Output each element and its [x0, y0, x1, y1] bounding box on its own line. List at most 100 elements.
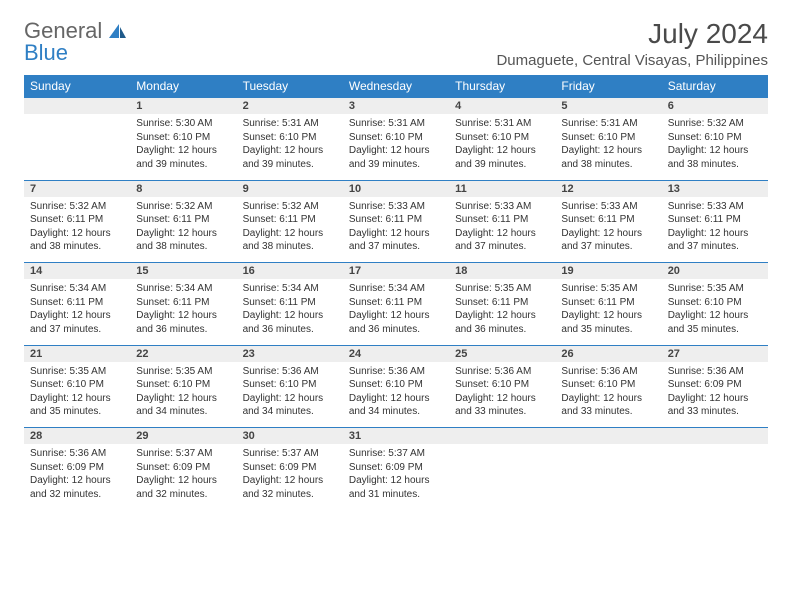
day-number-row: 78910111213 — [24, 180, 768, 197]
day-number-cell: 20 — [662, 263, 768, 280]
day-content-cell: Sunrise: 5:31 AMSunset: 6:10 PMDaylight:… — [343, 114, 449, 180]
daylight-text: Daylight: 12 hours and 36 minutes. — [349, 309, 443, 336]
day-content-cell: Sunrise: 5:36 AMSunset: 6:10 PMDaylight:… — [449, 362, 555, 428]
daylight-text: Daylight: 12 hours and 34 minutes. — [136, 392, 230, 419]
sunset-text: Sunset: 6:10 PM — [136, 378, 230, 392]
sunset-text: Sunset: 6:10 PM — [136, 131, 230, 145]
day-number-row: 14151617181920 — [24, 263, 768, 280]
day-number-cell: 31 — [343, 428, 449, 445]
day-content-cell: Sunrise: 5:30 AMSunset: 6:10 PMDaylight:… — [130, 114, 236, 180]
sunrise-text: Sunrise: 5:32 AM — [668, 117, 762, 131]
day-number-cell — [24, 98, 130, 115]
daylight-text: Daylight: 12 hours and 38 minutes. — [668, 144, 762, 171]
day-number-cell: 7 — [24, 180, 130, 197]
day-content-cell: Sunrise: 5:34 AMSunset: 6:11 PMDaylight:… — [237, 279, 343, 345]
daylight-text: Daylight: 12 hours and 38 minutes. — [30, 227, 124, 254]
day-number-cell: 13 — [662, 180, 768, 197]
day-content-cell: Sunrise: 5:34 AMSunset: 6:11 PMDaylight:… — [130, 279, 236, 345]
day-content-cell: Sunrise: 5:37 AMSunset: 6:09 PMDaylight:… — [130, 444, 236, 510]
day-number-cell: 24 — [343, 345, 449, 362]
sunrise-text: Sunrise: 5:33 AM — [455, 200, 549, 214]
daylight-text: Daylight: 12 hours and 32 minutes. — [136, 474, 230, 501]
sunrise-text: Sunrise: 5:37 AM — [243, 447, 337, 461]
sunrise-text: Sunrise: 5:34 AM — [243, 282, 337, 296]
sunset-text: Sunset: 6:10 PM — [455, 131, 549, 145]
daylight-text: Daylight: 12 hours and 32 minutes. — [243, 474, 337, 501]
day-content-cell: Sunrise: 5:36 AMSunset: 6:09 PMDaylight:… — [24, 444, 130, 510]
sunset-text: Sunset: 6:11 PM — [243, 213, 337, 227]
daylight-text: Daylight: 12 hours and 37 minutes. — [30, 309, 124, 336]
sunrise-text: Sunrise: 5:35 AM — [30, 365, 124, 379]
calendar-body: 123456Sunrise: 5:30 AMSunset: 6:10 PMDay… — [24, 98, 768, 511]
sunset-text: Sunset: 6:10 PM — [561, 131, 655, 145]
sunrise-text: Sunrise: 5:37 AM — [136, 447, 230, 461]
day-number-row: 21222324252627 — [24, 345, 768, 362]
day-number-cell: 5 — [555, 98, 661, 115]
day-content-cell: Sunrise: 5:37 AMSunset: 6:09 PMDaylight:… — [237, 444, 343, 510]
daylight-text: Daylight: 12 hours and 36 minutes. — [243, 309, 337, 336]
day-number-row: 28293031 — [24, 428, 768, 445]
sunrise-text: Sunrise: 5:36 AM — [243, 365, 337, 379]
sunrise-text: Sunrise: 5:34 AM — [136, 282, 230, 296]
day-number-cell: 28 — [24, 428, 130, 445]
sunrise-text: Sunrise: 5:35 AM — [136, 365, 230, 379]
day-header: Monday — [130, 75, 236, 98]
sunset-text: Sunset: 6:10 PM — [349, 131, 443, 145]
sunrise-text: Sunrise: 5:31 AM — [243, 117, 337, 131]
sunset-text: Sunset: 6:11 PM — [561, 213, 655, 227]
daylight-text: Daylight: 12 hours and 37 minutes. — [349, 227, 443, 254]
sunrise-text: Sunrise: 5:35 AM — [561, 282, 655, 296]
day-number-cell: 8 — [130, 180, 236, 197]
sunrise-text: Sunrise: 5:32 AM — [30, 200, 124, 214]
day-number-cell — [555, 428, 661, 445]
day-content-cell: Sunrise: 5:36 AMSunset: 6:10 PMDaylight:… — [343, 362, 449, 428]
daylight-text: Daylight: 12 hours and 35 minutes. — [668, 309, 762, 336]
day-content-cell: Sunrise: 5:37 AMSunset: 6:09 PMDaylight:… — [343, 444, 449, 510]
sunrise-text: Sunrise: 5:36 AM — [30, 447, 124, 461]
day-content-cell: Sunrise: 5:33 AMSunset: 6:11 PMDaylight:… — [449, 197, 555, 263]
day-number-cell: 23 — [237, 345, 343, 362]
day-content-cell: Sunrise: 5:35 AMSunset: 6:10 PMDaylight:… — [662, 279, 768, 345]
day-content-cell: Sunrise: 5:33 AMSunset: 6:11 PMDaylight:… — [343, 197, 449, 263]
sunset-text: Sunset: 6:11 PM — [30, 213, 124, 227]
daylight-text: Daylight: 12 hours and 33 minutes. — [668, 392, 762, 419]
brand-word-2: Blue — [24, 40, 68, 66]
sunset-text: Sunset: 6:11 PM — [243, 296, 337, 310]
daylight-text: Daylight: 12 hours and 32 minutes. — [30, 474, 124, 501]
day-header-row: Sunday Monday Tuesday Wednesday Thursday… — [24, 75, 768, 98]
sunrise-text: Sunrise: 5:31 AM — [561, 117, 655, 131]
day-number-cell: 17 — [343, 263, 449, 280]
sunrise-text: Sunrise: 5:32 AM — [243, 200, 337, 214]
day-content-cell: Sunrise: 5:34 AMSunset: 6:11 PMDaylight:… — [24, 279, 130, 345]
sunset-text: Sunset: 6:11 PM — [561, 296, 655, 310]
sunrise-text: Sunrise: 5:31 AM — [349, 117, 443, 131]
day-content-cell: Sunrise: 5:36 AMSunset: 6:10 PMDaylight:… — [237, 362, 343, 428]
day-content-cell: Sunrise: 5:33 AMSunset: 6:11 PMDaylight:… — [555, 197, 661, 263]
day-content-cell: Sunrise: 5:36 AMSunset: 6:09 PMDaylight:… — [662, 362, 768, 428]
day-content-row: Sunrise: 5:32 AMSunset: 6:11 PMDaylight:… — [24, 197, 768, 263]
daylight-text: Daylight: 12 hours and 36 minutes. — [455, 309, 549, 336]
day-content-cell: Sunrise: 5:34 AMSunset: 6:11 PMDaylight:… — [343, 279, 449, 345]
day-number-cell: 29 — [130, 428, 236, 445]
sunset-text: Sunset: 6:10 PM — [30, 378, 124, 392]
daylight-text: Daylight: 12 hours and 39 minutes. — [349, 144, 443, 171]
day-content-cell: Sunrise: 5:32 AMSunset: 6:11 PMDaylight:… — [130, 197, 236, 263]
sunset-text: Sunset: 6:10 PM — [668, 296, 762, 310]
daylight-text: Daylight: 12 hours and 31 minutes. — [349, 474, 443, 501]
day-content-cell — [662, 444, 768, 510]
daylight-text: Daylight: 12 hours and 34 minutes. — [349, 392, 443, 419]
sunset-text: Sunset: 6:11 PM — [349, 296, 443, 310]
sunset-text: Sunset: 6:10 PM — [349, 378, 443, 392]
daylight-text: Daylight: 12 hours and 35 minutes. — [30, 392, 124, 419]
day-content-cell: Sunrise: 5:33 AMSunset: 6:11 PMDaylight:… — [662, 197, 768, 263]
day-number-cell: 25 — [449, 345, 555, 362]
daylight-text: Daylight: 12 hours and 35 minutes. — [561, 309, 655, 336]
day-number-cell: 2 — [237, 98, 343, 115]
day-number-cell: 26 — [555, 345, 661, 362]
sunrise-text: Sunrise: 5:33 AM — [561, 200, 655, 214]
sunset-text: Sunset: 6:10 PM — [243, 378, 337, 392]
day-header: Tuesday — [237, 75, 343, 98]
calendar-table: Sunday Monday Tuesday Wednesday Thursday… — [24, 75, 768, 510]
day-number-cell — [662, 428, 768, 445]
sunset-text: Sunset: 6:09 PM — [136, 461, 230, 475]
